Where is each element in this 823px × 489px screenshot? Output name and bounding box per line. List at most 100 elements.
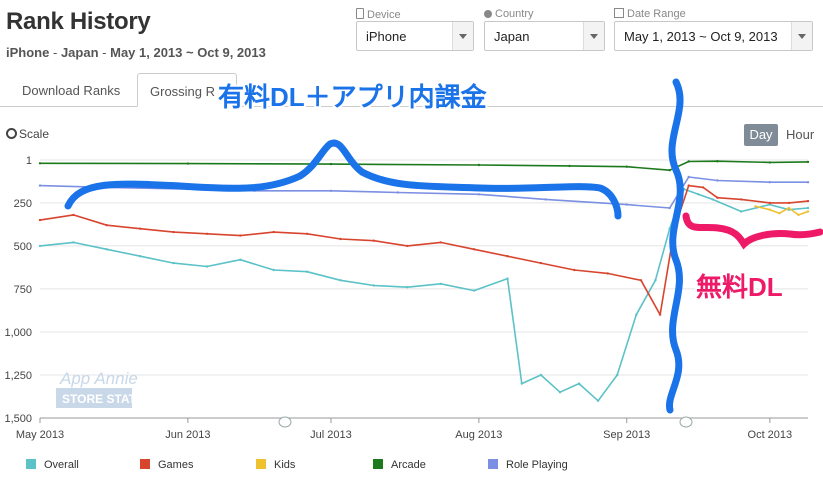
data-point	[539, 373, 543, 377]
data-point	[38, 244, 42, 248]
data-point	[72, 213, 75, 217]
legend-overall[interactable]: Overall	[26, 459, 79, 471]
legend-swatch	[26, 459, 36, 469]
data-point	[716, 179, 719, 182]
data-point	[625, 165, 628, 168]
data-point	[139, 227, 142, 230]
range-handle-icon[interactable]	[679, 416, 693, 428]
data-point	[38, 162, 42, 165]
data-point	[806, 181, 810, 184]
data-point	[754, 205, 757, 208]
data-point	[577, 382, 581, 385]
data-point	[768, 161, 771, 164]
data-point	[740, 210, 743, 213]
chevron-down-icon[interactable]	[791, 22, 812, 50]
data-point	[768, 203, 771, 206]
scale-control[interactable]: Scale	[6, 127, 49, 141]
y-tick-label: 1,500	[4, 413, 32, 425]
data-point	[477, 163, 481, 167]
x-tick-label: Jun 2013	[165, 429, 210, 441]
y-tick-label: 500	[14, 241, 32, 253]
country-value: Japan	[494, 29, 530, 44]
data-point	[186, 162, 190, 165]
data-point	[372, 284, 376, 287]
data-point	[372, 239, 376, 242]
watermark-line2: STORE STATS	[62, 392, 144, 406]
zoom-icon	[6, 128, 17, 139]
data-point	[797, 213, 800, 217]
subtitle-device: iPhone	[6, 45, 50, 60]
data-point	[305, 270, 309, 273]
range-handles	[278, 416, 693, 428]
data-point	[697, 193, 700, 196]
device-value: iPhone	[366, 29, 407, 44]
x-tick-label: Jul 2013	[310, 429, 352, 441]
data-point	[701, 186, 705, 189]
data-point	[506, 255, 509, 258]
chevron-down-icon[interactable]	[452, 22, 473, 50]
data-point	[806, 199, 810, 203]
data-point	[639, 279, 643, 282]
legend-kids[interactable]: Kids	[256, 459, 295, 471]
data-point	[172, 261, 175, 265]
range-handle-icon[interactable]	[278, 416, 292, 428]
series-line-kids	[755, 205, 809, 216]
data-point	[506, 277, 509, 280]
data-point	[305, 232, 309, 235]
calendar-icon	[614, 8, 624, 18]
data-point	[687, 160, 690, 163]
y-axis-ticks: 1 250 500 750 1,000 1,250 1,500	[4, 155, 32, 425]
data-point	[105, 248, 109, 251]
series-line-arcade	[39, 160, 809, 171]
data-point	[239, 234, 242, 237]
data-point	[406, 244, 409, 248]
legend-swatch	[488, 459, 498, 469]
subtitle-separator: -	[52, 45, 58, 60]
page-title: Rank History	[6, 8, 151, 35]
legend-games[interactable]: Games	[140, 459, 193, 471]
data-point	[339, 237, 342, 241]
data-point	[38, 184, 42, 187]
data-point	[72, 241, 75, 244]
data-point	[396, 191, 399, 194]
legend-arcade[interactable]: Arcade	[373, 459, 426, 471]
x-tick-label: May 2013	[16, 429, 64, 441]
tab-grossing-ranks[interactable]: Grossing R	[137, 73, 237, 107]
data-point	[806, 160, 810, 164]
chevron-down-icon[interactable]	[583, 22, 604, 50]
data-point	[768, 208, 771, 211]
data-point	[139, 255, 142, 258]
subtitle-date-span: May 1, 2013 ~ Oct 9, 2013	[110, 45, 266, 60]
data-point	[668, 227, 671, 230]
divider-annotation-stroke	[665, 78, 684, 414]
data-point	[711, 198, 714, 201]
data-point	[740, 198, 743, 201]
paid-annotation-stroke	[64, 139, 622, 220]
data-point	[558, 391, 562, 394]
country-label: Country	[484, 8, 534, 20]
data-point	[472, 248, 476, 251]
data-point	[406, 286, 409, 289]
tab-download-ranks[interactable]: Download Ranks	[22, 83, 121, 98]
device-select[interactable]: iPhone	[356, 21, 474, 51]
data-point	[806, 210, 810, 213]
data-point	[205, 232, 209, 235]
watermark-box	[56, 388, 132, 408]
data-point	[329, 162, 333, 166]
date-range-select[interactable]: May 1, 2013 ~ Oct 9, 2013	[614, 21, 813, 51]
hand-drawn-annotations	[64, 78, 823, 414]
legend-role-playing[interactable]: Role Playing	[488, 459, 568, 471]
x-tick-label: Sep 2013	[603, 429, 650, 441]
data-point	[105, 224, 109, 227]
legend-swatch	[140, 459, 150, 469]
data-point	[616, 373, 619, 377]
hour-button[interactable]: Hour	[786, 127, 815, 142]
data-point	[668, 206, 671, 210]
country-select[interactable]: Japan	[484, 21, 605, 51]
data-point	[716, 196, 719, 199]
data-point	[768, 201, 771, 205]
y-tick-label: 1,000	[4, 327, 32, 339]
x-axis-ticks: May 2013 Jun 2013 Jul 2013 Aug 2013 Sep 2013…	[16, 418, 792, 441]
data-point	[439, 241, 442, 244]
day-button[interactable]: Day	[744, 124, 778, 146]
